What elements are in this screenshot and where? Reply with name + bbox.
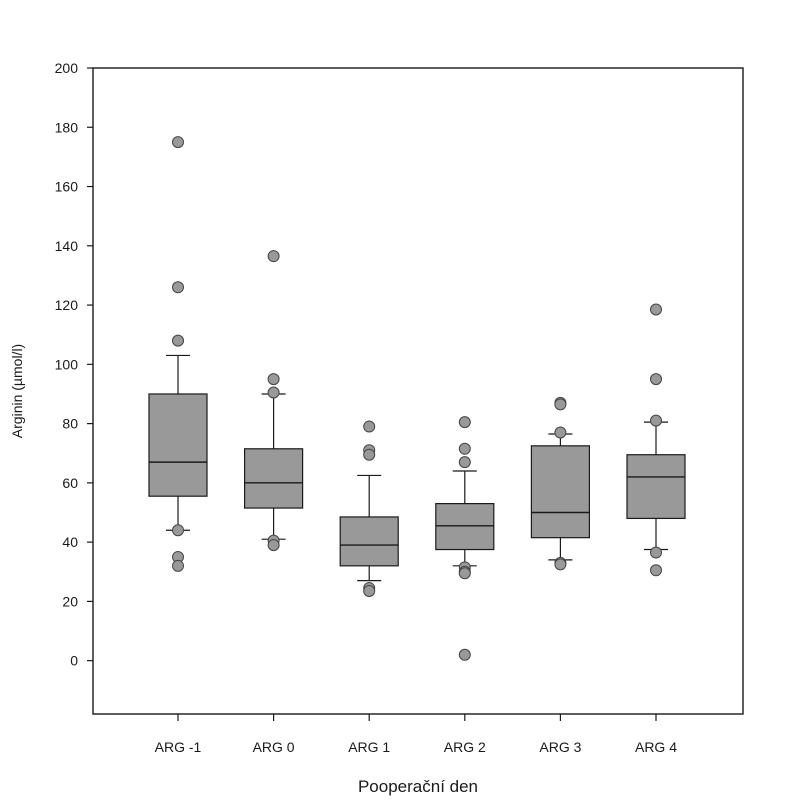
outlier-point [172, 136, 184, 149]
outlier-point [172, 334, 184, 347]
box [626, 454, 686, 520]
outlier-point [172, 281, 184, 294]
y-tick-label: 160 [55, 179, 79, 195]
outlier-point [458, 648, 471, 661]
box [148, 393, 208, 497]
x-tick-label: ARG 4 [635, 739, 677, 755]
outlier-point [363, 420, 376, 433]
outlier-point [650, 303, 662, 316]
outlier-point [363, 585, 376, 598]
outlier-point [458, 442, 471, 455]
y-axis: 0 20 40 60 80 100 120 140 160 180 200 [55, 60, 93, 669]
x-tick-label: ARG 1 [348, 739, 390, 755]
outlier-point [554, 398, 567, 411]
outlier-point [650, 373, 662, 386]
outlier-point [363, 448, 376, 461]
y-tick-label: 60 [62, 475, 78, 491]
outlier-point [650, 414, 662, 427]
y-tick-label: 20 [62, 593, 78, 609]
box-group [148, 136, 686, 661]
y-tick-label: 200 [55, 60, 79, 76]
x-axis: ARG -1 ARG 0 ARG 1 ARG 2 ARG 3 ARG 4 [155, 714, 677, 755]
y-tick-label: 180 [55, 119, 79, 135]
outlier-point [650, 546, 662, 559]
box [244, 448, 304, 509]
outlier-point [458, 456, 471, 469]
y-tick-label: 120 [55, 297, 79, 313]
x-tick-label: ARG 2 [444, 739, 486, 755]
outlier-point [554, 426, 567, 439]
y-tick-label: 40 [62, 534, 78, 550]
outlier-point [458, 416, 471, 429]
y-tick-label: 100 [55, 356, 79, 372]
y-tick-label: 80 [62, 416, 78, 432]
outlier-point [172, 524, 184, 537]
outlier-point [267, 386, 280, 399]
y-tick-label: 140 [55, 238, 79, 254]
box [339, 516, 399, 567]
outlier-point [172, 559, 184, 572]
x-tick-label: ARG -1 [155, 739, 202, 755]
y-axis-label: Arginin (µmol/l) [9, 344, 25, 438]
outlier-point [267, 373, 280, 386]
outlier-point [458, 567, 471, 580]
x-tick-label: ARG 3 [539, 739, 581, 755]
outlier-point [650, 564, 662, 577]
plot-frame [92, 67, 744, 715]
x-tick-label: ARG 0 [253, 739, 295, 755]
box [435, 503, 495, 551]
box [530, 445, 591, 539]
outlier-point [554, 558, 567, 571]
y-tick-label: 0 [70, 653, 78, 669]
x-axis-label: Pooperační den [358, 777, 478, 796]
outlier-point [267, 250, 280, 263]
outlier-point [267, 539, 280, 552]
